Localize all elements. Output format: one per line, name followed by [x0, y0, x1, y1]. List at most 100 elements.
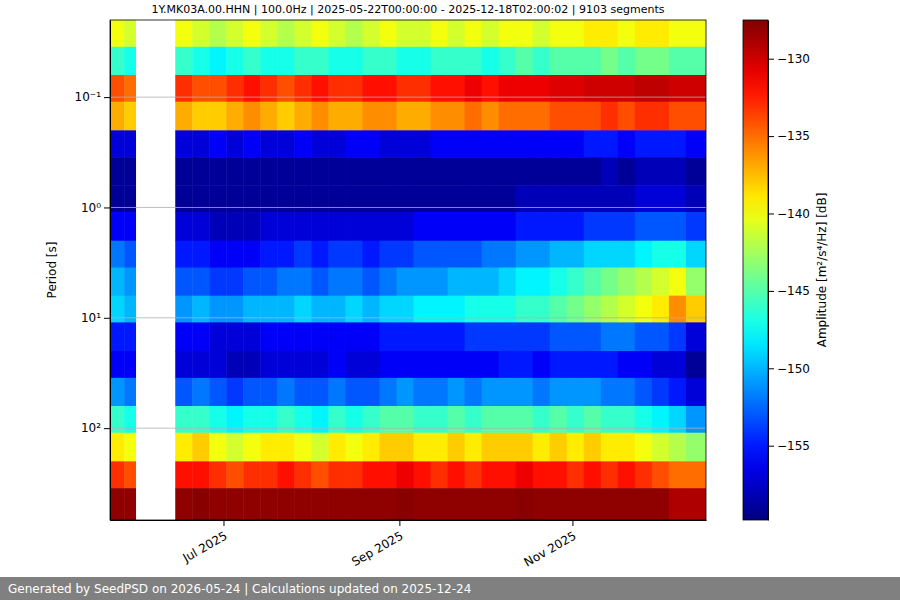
heatmap-cell — [516, 241, 534, 268]
y-tick-mark — [104, 97, 110, 98]
heatmap-cell — [277, 433, 295, 462]
heatmap-cell — [345, 461, 363, 488]
heatmap-cell — [277, 406, 295, 433]
heatmap-cell — [499, 351, 517, 378]
heatmap-cell — [362, 433, 380, 462]
heatmap-cell — [652, 322, 670, 351]
heatmap-cell — [260, 20, 278, 47]
title: 1Y.MK03A.00.HHN | 100.0Hz | 2025-05-22T0… — [152, 3, 665, 16]
heatmap-cell — [277, 102, 295, 131]
heatmap-cell — [175, 378, 193, 407]
heatmap-cell — [550, 322, 568, 351]
heatmap-cell — [669, 130, 687, 157]
heatmap-cell — [448, 433, 466, 462]
heatmap-cell — [124, 296, 136, 323]
heatmap-cell — [397, 267, 415, 296]
heatmap-cell — [362, 378, 380, 407]
heatmap-cell — [635, 433, 653, 462]
y-tick-label: 10⁻¹ — [75, 90, 102, 104]
heatmap-cell — [567, 75, 585, 102]
heatmap-cell — [652, 130, 670, 157]
grid-line — [110, 207, 706, 208]
heatmap-cell — [277, 241, 295, 268]
heatmap-cell — [533, 20, 551, 47]
heatmap-cell — [226, 461, 244, 488]
heatmap-cell — [499, 296, 517, 323]
heatmap-cell — [362, 461, 380, 488]
heatmap-cell — [482, 185, 500, 212]
heatmap-cell — [635, 47, 653, 76]
heatmap-cell — [110, 322, 125, 351]
heatmap-cell — [124, 185, 136, 212]
heatmap-cell — [618, 185, 636, 212]
heatmap-cell — [380, 102, 398, 131]
heatmap-cell — [175, 47, 193, 76]
heatmap-cell — [635, 20, 653, 47]
heatmap-cell — [431, 130, 449, 157]
heatmap-cell — [311, 378, 329, 407]
heatmap-cell — [652, 296, 670, 323]
heatmap-cell — [516, 102, 534, 131]
heatmap-cell — [226, 130, 244, 157]
heatmap-cell — [175, 130, 193, 157]
heatmap-cell — [311, 157, 329, 186]
heatmap-cell — [345, 267, 363, 296]
heatmap-cell — [499, 461, 517, 488]
heatmap-cell — [686, 406, 706, 433]
chart: Jul 2025Sep 2025Nov 202510⁻¹10⁰10¹10²Per… — [0, 0, 900, 600]
colorbar-tick-label: −140 — [777, 207, 810, 221]
heatmap-cell — [482, 75, 500, 102]
heatmap-cell — [652, 20, 670, 47]
y-tick: 10⁻¹ — [75, 90, 110, 104]
heatmap-cell — [294, 241, 312, 268]
heatmap-cell — [652, 212, 670, 241]
heatmap-cell — [192, 75, 210, 102]
heatmap-cell — [465, 322, 483, 351]
heatmap-cell — [482, 20, 500, 47]
heatmap-cell — [635, 102, 653, 131]
heatmap-cell — [584, 20, 602, 47]
heatmap-cell — [414, 185, 432, 212]
heatmap-cell — [175, 157, 193, 186]
heatmap-cell — [175, 433, 193, 462]
heatmap-cell — [294, 322, 312, 351]
heatmap-cell — [618, 241, 636, 268]
heatmap-cell — [311, 322, 329, 351]
heatmap-cell — [448, 322, 466, 351]
heatmap-cell — [669, 461, 687, 488]
heatmap-cell — [584, 267, 602, 296]
heatmap-cell — [499, 241, 517, 268]
heatmap-cell — [533, 212, 551, 241]
heatmap-cell — [110, 296, 125, 323]
heatmap-cell — [635, 296, 653, 323]
heatmap-cell — [397, 378, 415, 407]
heatmap-cell — [516, 351, 534, 378]
heatmap-cell — [294, 130, 312, 157]
colorbar-tick-label: −155 — [777, 439, 810, 453]
heatmap-cell — [328, 267, 346, 296]
heatmap-cell — [686, 102, 706, 131]
heatmap-cell — [209, 461, 227, 488]
heatmap-cell — [311, 75, 329, 102]
heatmap-cell — [516, 461, 534, 488]
heatmap-cell — [584, 378, 602, 407]
heatmap-cell — [277, 75, 295, 102]
heatmap-cell — [618, 157, 636, 186]
heatmap-cell — [209, 322, 227, 351]
heatmap-cell — [226, 406, 244, 433]
heatmap-cell — [669, 157, 687, 186]
heatmap-cell — [669, 75, 687, 102]
heatmap-cell — [192, 130, 210, 157]
heatmap-cell — [277, 488, 295, 520]
heatmap-cell — [243, 212, 261, 241]
x-tick-label: Nov 2025 — [522, 529, 579, 570]
colorbar-tick: −135 — [768, 129, 810, 143]
heatmap-cell — [533, 267, 551, 296]
heatmap-cell — [550, 130, 568, 157]
heatmap-cell — [601, 378, 619, 407]
heatmap-cell — [652, 461, 670, 488]
heatmap-cell — [431, 20, 449, 47]
heatmap-cell — [294, 461, 312, 488]
heatmap-cell — [618, 322, 636, 351]
heatmap-cell — [380, 378, 398, 407]
